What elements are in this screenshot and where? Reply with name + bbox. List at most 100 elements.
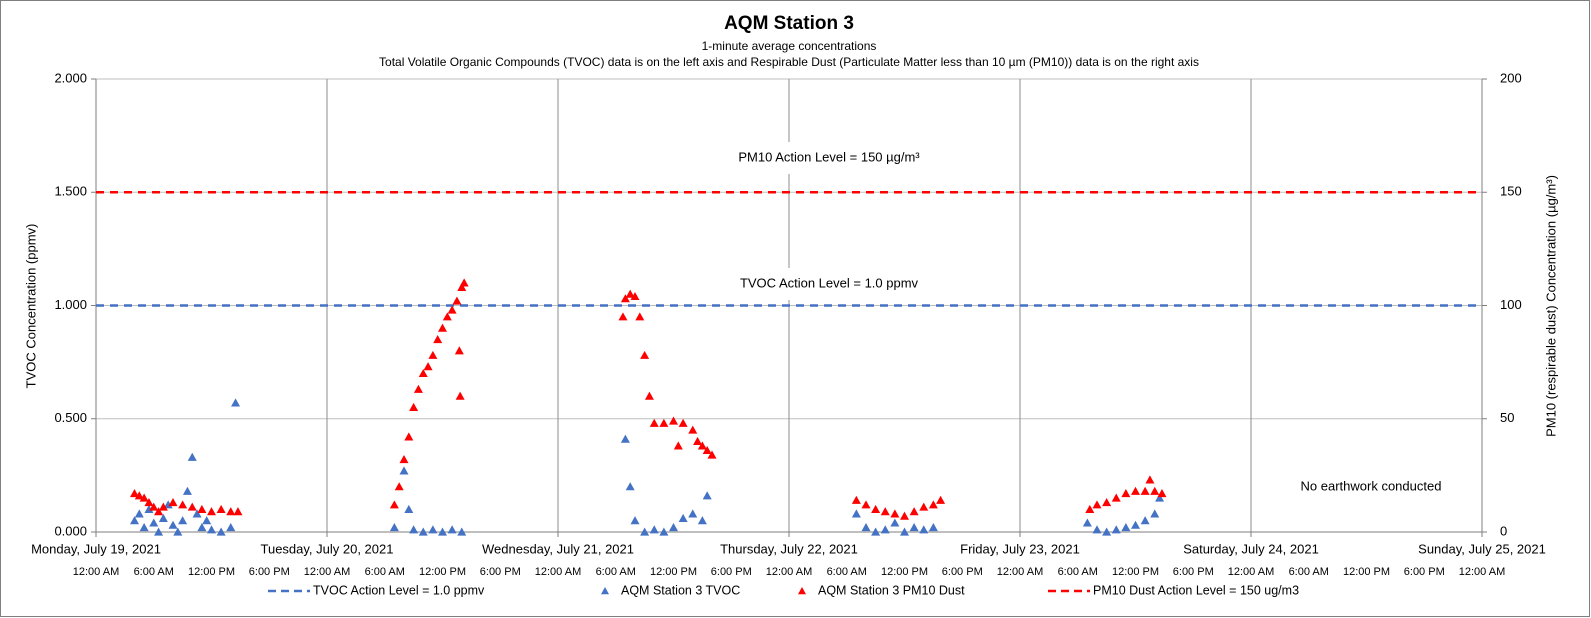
data-point bbox=[197, 504, 207, 513]
data-point bbox=[678, 513, 688, 523]
data-point bbox=[457, 527, 467, 536]
data-point bbox=[1140, 486, 1150, 495]
data-point bbox=[1145, 475, 1155, 484]
data-point bbox=[919, 502, 929, 511]
data-point bbox=[413, 384, 423, 393]
data-point bbox=[900, 527, 909, 536]
data-point bbox=[1157, 488, 1167, 498]
y-axis-label: TVOC Concentration (ppmv) bbox=[23, 224, 38, 389]
data-point bbox=[630, 291, 640, 301]
data-point bbox=[409, 525, 419, 534]
x-minor-tick-label: 6:00 AM bbox=[596, 566, 636, 578]
chart-subtitle: Total Volatile Organic Compounds (TVOC) … bbox=[379, 55, 1199, 69]
x-minor-tick-label: 12:00 AM bbox=[535, 566, 581, 578]
data-point bbox=[139, 493, 149, 502]
data-point bbox=[423, 362, 433, 371]
data-point bbox=[659, 418, 669, 427]
annotation-bg bbox=[719, 142, 939, 174]
data-point bbox=[688, 425, 698, 434]
data-point bbox=[231, 398, 241, 407]
data-point bbox=[389, 500, 399, 509]
chart-title: AQM Station 3 bbox=[724, 13, 854, 34]
data-point bbox=[134, 509, 144, 518]
legend-label: TVOC Action Level = 1.0 ppmv bbox=[313, 583, 485, 597]
data-point bbox=[669, 416, 678, 425]
data-point bbox=[404, 432, 414, 441]
data-point bbox=[673, 441, 683, 450]
data-point bbox=[1131, 486, 1140, 495]
data-point bbox=[144, 504, 154, 513]
data-point bbox=[1131, 520, 1140, 529]
y-tick-label: 1.000 bbox=[54, 297, 87, 312]
legend-label: AQM Station 3 TVOC bbox=[621, 583, 740, 597]
data-point bbox=[640, 350, 650, 359]
data-point bbox=[880, 507, 890, 516]
data-point bbox=[1150, 486, 1160, 495]
data-point bbox=[620, 294, 630, 303]
data-point bbox=[851, 495, 861, 504]
data-point bbox=[409, 402, 419, 412]
data-point bbox=[447, 525, 457, 534]
data-point bbox=[399, 455, 409, 464]
data-point bbox=[442, 312, 452, 321]
y-tick-label: 2.000 bbox=[54, 70, 87, 85]
data-point bbox=[154, 507, 164, 516]
data-point bbox=[187, 502, 197, 511]
data-point bbox=[644, 391, 654, 400]
data-point bbox=[399, 466, 409, 475]
x-minor-tick-label: 12:00 PM bbox=[650, 566, 697, 578]
y-tick-label: 0.000 bbox=[54, 523, 87, 538]
data-point bbox=[192, 509, 202, 518]
x-minor-tick-label: 12:00 AM bbox=[766, 566, 812, 578]
y2-tick-label: 0 bbox=[1500, 523, 1507, 538]
data-point bbox=[233, 507, 243, 516]
data-point bbox=[455, 391, 465, 400]
data-point bbox=[625, 289, 635, 298]
data-point bbox=[178, 500, 188, 509]
data-point bbox=[149, 518, 159, 527]
data-point bbox=[659, 527, 669, 536]
data-point bbox=[1111, 493, 1121, 502]
data-point bbox=[207, 507, 216, 516]
data-point bbox=[649, 418, 659, 427]
data-point bbox=[697, 441, 707, 450]
data-point bbox=[697, 516, 707, 525]
data-point bbox=[1102, 498, 1112, 507]
data-point bbox=[433, 334, 443, 344]
data-point bbox=[168, 520, 178, 529]
annotation: PM10 Action Level = 150 µg/m³ bbox=[738, 149, 920, 164]
data-point bbox=[168, 498, 178, 507]
data-point bbox=[457, 282, 467, 291]
x-tick-label: Friday, July 23, 2021 bbox=[960, 541, 1080, 556]
data-point bbox=[871, 504, 881, 513]
data-point bbox=[678, 418, 688, 427]
x-tick-label: Saturday, July 24, 2021 bbox=[1183, 541, 1319, 556]
data-point bbox=[649, 525, 659, 534]
x-minor-tick-label: 12:00 PM bbox=[881, 566, 928, 578]
data-point bbox=[134, 491, 144, 500]
data-point bbox=[428, 525, 438, 534]
data-point bbox=[1092, 525, 1102, 534]
data-point bbox=[702, 445, 712, 455]
data-point bbox=[1155, 493, 1165, 502]
data-point bbox=[454, 346, 464, 355]
data-point bbox=[418, 527, 428, 536]
data-point bbox=[1111, 525, 1121, 534]
data-point bbox=[182, 486, 192, 495]
data-point bbox=[207, 525, 216, 534]
x-minor-tick-label: 6:00 PM bbox=[249, 566, 290, 578]
x-minor-tick-label: 12:00 AM bbox=[997, 566, 1043, 578]
y2-axis-label: PM10 (respirable dust) Concentration (µg… bbox=[1543, 175, 1558, 437]
y-tick-label: 0.500 bbox=[54, 410, 87, 425]
data-point bbox=[394, 482, 404, 491]
data-point bbox=[130, 516, 139, 525]
data-point bbox=[707, 450, 717, 459]
data-point bbox=[216, 504, 226, 513]
x-minor-tick-label: 6:00 PM bbox=[711, 566, 752, 578]
annotation: No earthwork conducted bbox=[1301, 478, 1442, 493]
data-point bbox=[851, 509, 861, 518]
data-point bbox=[1150, 509, 1160, 518]
x-minor-tick-label: 12:00 AM bbox=[1459, 566, 1505, 578]
x-minor-tick-label: 12:00 PM bbox=[1343, 566, 1390, 578]
data-point bbox=[130, 488, 139, 498]
